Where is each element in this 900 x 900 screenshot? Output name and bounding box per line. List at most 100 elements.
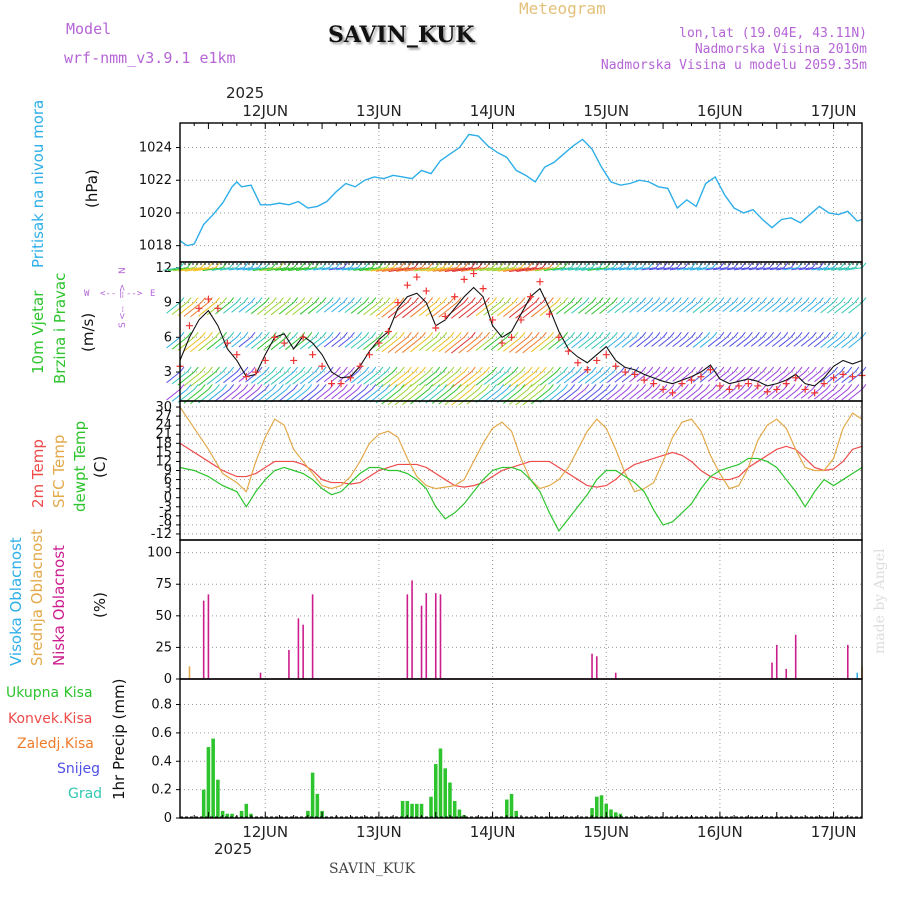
wind-barb	[166, 336, 181, 349]
ytick-label-temperature: -3	[159, 500, 172, 515]
wind-barb-tick	[200, 366, 206, 373]
precip-bar	[599, 795, 604, 818]
wind-barb-tick	[776, 331, 782, 338]
ytick-label-temperature: -6	[159, 509, 172, 524]
wind-barb-tick	[343, 297, 348, 303]
wind-barb-tick	[705, 331, 711, 338]
wind-gust-mark	[792, 374, 800, 382]
wind-barb-tick	[193, 331, 199, 338]
wind-barb-tick	[669, 331, 675, 338]
wind-barb	[685, 336, 699, 348]
wind-barb-tick	[208, 366, 213, 373]
wind-barb-tick	[257, 384, 263, 390]
wind-barb-tick	[506, 384, 512, 390]
wind-barb-tick	[492, 331, 497, 338]
wind-barb	[621, 371, 635, 383]
wind-barb-tick	[314, 384, 320, 390]
wind-barb	[418, 336, 437, 351]
wind-barb-tick	[783, 262, 789, 269]
wind-barb-tick	[854, 331, 860, 338]
wind-barb	[626, 267, 642, 271]
wind-barb-tick	[755, 331, 760, 338]
wind-barb	[486, 267, 507, 272]
wind-barb	[215, 336, 231, 350]
wind-barb-tick	[506, 262, 512, 269]
wind-barb	[363, 302, 380, 316]
wind-barb-tick	[620, 384, 625, 390]
precip-bar	[433, 764, 438, 818]
wind-barb-tick	[279, 366, 284, 373]
wind-barb-tick	[435, 366, 441, 373]
wind-gust-mark	[517, 316, 525, 324]
wind-barb	[479, 267, 500, 272]
station-title: SAVIN_KUK	[328, 22, 475, 48]
wind-barb	[394, 302, 415, 319]
wind-barb-tick	[250, 297, 256, 303]
wind-barb	[183, 371, 202, 387]
wind-barb-tick	[392, 297, 398, 303]
wind-barb	[278, 371, 294, 385]
wind-barb	[722, 302, 735, 313]
wind-barb-tick	[811, 366, 817, 373]
ytick-label-temperature: 6	[164, 473, 172, 488]
wind-barb	[466, 336, 486, 353]
wind-barb	[834, 389, 849, 401]
wind-barb-tick	[598, 297, 604, 303]
wind-barb	[394, 336, 415, 354]
wind-barb	[490, 371, 508, 386]
precip-bar	[201, 789, 206, 818]
wind-barb-tick	[264, 366, 270, 373]
wind-barb-tick	[648, 297, 654, 303]
wind-barb	[827, 302, 841, 314]
altitude-text: Nadmorska Visina 2010m	[694, 42, 867, 57]
wind-barb	[820, 336, 834, 348]
wind-barb	[292, 389, 309, 403]
wind-gust-mark	[479, 285, 487, 293]
wind-barb-tick	[627, 366, 632, 373]
wind-barb-tick	[733, 366, 739, 373]
wind-barb	[762, 267, 777, 271]
wind-barb	[242, 267, 259, 271]
wind-barb-tick	[747, 366, 753, 373]
wind-barb-tick	[186, 262, 192, 269]
wind-barb-tick	[257, 366, 263, 373]
wind-barb	[679, 336, 692, 348]
wind-barb	[556, 371, 572, 384]
wind-barb-tick	[790, 366, 796, 373]
wind-barb	[785, 336, 799, 348]
wind-barb-tick	[641, 331, 647, 338]
wind-barbs-layer	[163, 262, 867, 406]
wind-barb	[431, 302, 451, 318]
precip-bar	[457, 809, 462, 818]
wind-barb-tick	[641, 384, 647, 390]
wind-barb	[344, 371, 358, 383]
wind-barb	[381, 302, 401, 318]
wind-gust-mark	[441, 312, 449, 320]
wind-barb-tick	[485, 331, 490, 338]
wind-barb	[316, 336, 330, 348]
wind-barb	[328, 267, 344, 271]
wind-gust-mark	[318, 362, 326, 370]
wind-barb-tick	[698, 384, 703, 390]
wind-barb	[231, 336, 245, 348]
wind-barb	[783, 267, 799, 271]
wind-barb-tick	[399, 366, 405, 373]
wind-barb	[563, 302, 579, 314]
wind-barb	[841, 302, 856, 314]
wind-gust-mark	[820, 380, 828, 388]
wind-barb-tick	[854, 297, 860, 303]
wind-barb	[344, 302, 358, 314]
wind-barb	[685, 389, 699, 400]
wind-barb-tick	[747, 331, 753, 338]
wind-barb-tick	[790, 297, 796, 303]
wind-barb	[820, 302, 834, 314]
wind-barb-tick	[684, 366, 689, 373]
wind-gust-mark	[593, 356, 601, 364]
wind-barb	[685, 302, 699, 313]
wind-barb	[331, 302, 344, 313]
wind-barb-tick	[641, 297, 647, 303]
wind-barb-tick	[840, 384, 846, 390]
wind-barb	[574, 267, 593, 271]
wind-barb-tick	[378, 384, 384, 390]
wind-barb	[167, 267, 188, 272]
